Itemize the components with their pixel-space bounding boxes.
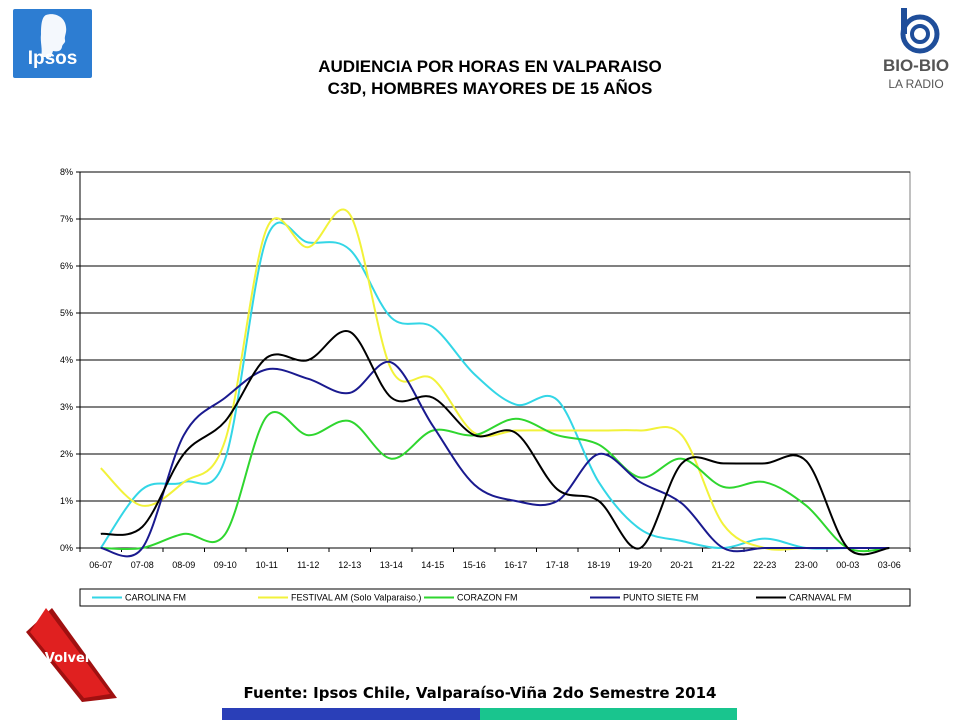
x-axis: 06-07 07-08 08-09 09-10 10-11 11-12 12-13 13-14…	[79, 547, 911, 570]
x-tick-label: 08-09	[172, 560, 195, 570]
biobio-logo-tagline: LA RADIO	[888, 77, 943, 91]
footer-bar-blue	[222, 708, 480, 720]
x-tick-label: 15-16	[463, 560, 486, 570]
x-tick-label: 10-11	[256, 560, 278, 570]
y-axis: 0% 1% 2% 3% 4% 5% 6% 7% 8%	[60, 167, 81, 553]
y-tick-label: 6%	[60, 261, 73, 271]
y-tick-label: 1%	[60, 496, 73, 506]
legend-label: FESTIVAL AM (Solo Valparaiso.)	[291, 593, 421, 603]
series-line-3	[100, 360, 890, 558]
biobio-logo-name: BIO-BIO	[883, 56, 949, 75]
biobio-logo: BIO-BIO LA RADIO	[883, 8, 949, 91]
ipsos-logo: Ipsos	[13, 9, 92, 78]
chart-title-line-2: C3D, HOMBRES MAYORES DE 15 AÑOS	[327, 79, 653, 98]
chart-title-line-1: AUDIENCIA POR HORAS EN VALPARAISO	[318, 57, 662, 76]
y-tick-label: 3%	[60, 402, 73, 412]
x-tick-label: 21-22	[712, 560, 735, 570]
series-line-1	[100, 208, 890, 551]
y-tick-label: 7%	[60, 214, 73, 224]
y-tick-label: 0%	[60, 543, 73, 553]
chart-series-lines	[99, 208, 890, 558]
legend-label: CARNAVAL FM	[789, 593, 851, 603]
volver-button[interactable]: Volver	[24, 602, 119, 702]
y-tick-label: 2%	[60, 449, 73, 459]
chart-legend: CAROLINA FM FESTIVAL AM (Solo Valparaiso.…	[79, 588, 911, 607]
y-tick-label: 5%	[60, 308, 73, 318]
x-tick-label: 07-08	[131, 560, 154, 570]
volver-button-face	[30, 608, 110, 698]
x-tick-label: 12-13	[338, 560, 361, 570]
x-tick-label: 19-20	[629, 560, 652, 570]
x-tick-label: 13-14	[380, 560, 403, 570]
legend-label: CORAZON FM	[457, 593, 518, 603]
x-tick-label: 06-07	[89, 560, 112, 570]
x-tick-label: 20-21	[670, 560, 693, 570]
x-tick-label: 00-03	[836, 560, 859, 570]
y-tick-label: 8%	[60, 167, 73, 177]
series-line-4	[100, 330, 890, 556]
y-tick-label: 4%	[60, 355, 73, 365]
x-tick-label: 22-23	[753, 560, 776, 570]
legend-box	[79, 588, 911, 607]
source-note: Fuente: Ipsos Chile, Valparaíso-Viña 2do…	[243, 684, 717, 702]
x-tick-label: 23-00	[795, 560, 818, 570]
biobio-logo-ring	[900, 14, 940, 54]
x-tick-label: 16-17	[504, 560, 527, 570]
x-tick-label: 09-10	[214, 560, 237, 570]
x-tick-label: 03-06	[878, 560, 901, 570]
biobio-logo-stem	[901, 8, 907, 34]
legend-label: CAROLINA FM	[125, 593, 186, 603]
volver-button-label: Volver	[45, 651, 92, 666]
ipsos-wordmark: Ipsos	[27, 48, 78, 69]
footer-bar-green	[480, 708, 737, 720]
chart-title: AUDIENCIA POR HORAS EN VALPARAISO C3D, H…	[190, 56, 790, 100]
ipsos-head-icon	[40, 14, 67, 57]
biobio-logo-inner-ring	[910, 24, 930, 44]
series-line-2	[100, 411, 890, 553]
x-tick-label: 17-18	[546, 560, 569, 570]
legend-label: PUNTO SIETE FM	[623, 593, 698, 603]
x-tick-label: 18-19	[587, 560, 610, 570]
x-tick-label: 11-12	[297, 560, 319, 570]
x-tick-label: 14-15	[421, 560, 444, 570]
